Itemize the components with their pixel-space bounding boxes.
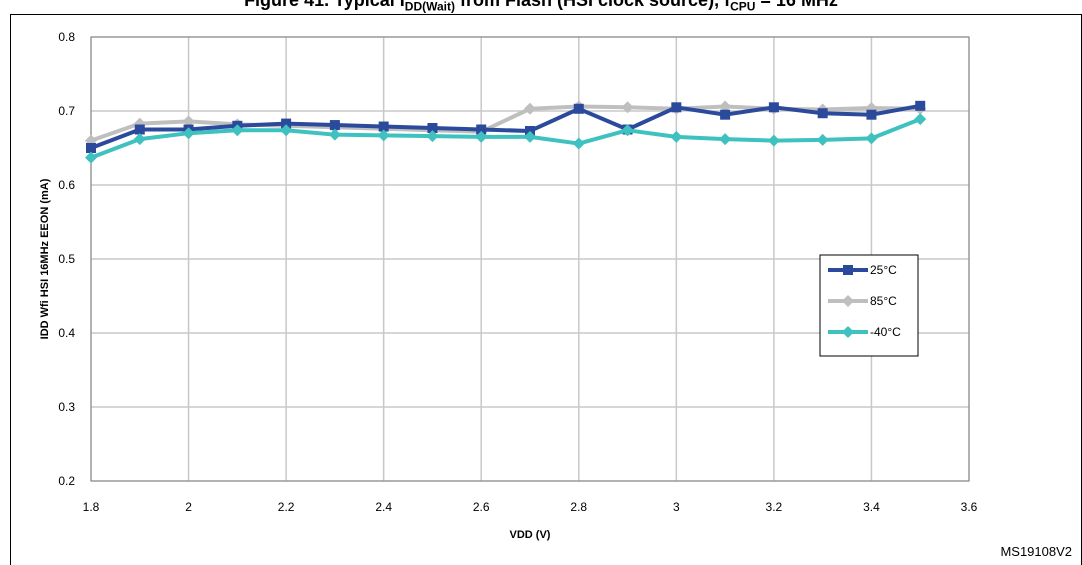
data-point	[816, 133, 829, 146]
data-point	[133, 133, 146, 146]
legend-swatch-marker	[842, 295, 854, 307]
data-point	[719, 133, 732, 146]
x-tick-label: 1.8	[83, 500, 100, 514]
y-tick-label: 0.7	[58, 104, 75, 118]
y-tick-label: 0.3	[58, 400, 75, 414]
data-point	[182, 127, 195, 140]
title-sub-idd: DD(Wait)	[404, 0, 455, 14]
y-tick-label: 0.5	[58, 252, 75, 266]
legend-label: 25°C	[870, 263, 897, 277]
data-point	[817, 108, 828, 119]
series-group	[85, 100, 927, 164]
y-tick-labels: 0.2 0.3 0.4 0.5 0.6 0.7 0.8	[58, 30, 75, 488]
legend-swatch-marker	[842, 326, 854, 338]
series-2	[85, 113, 927, 164]
data-point	[377, 129, 390, 142]
title-sub-cpu: CPU	[730, 0, 756, 14]
x-tick-label: 3	[673, 500, 680, 514]
data-point	[427, 123, 438, 134]
data-point	[914, 113, 927, 126]
x-tick-label: 2.4	[375, 500, 392, 514]
data-point	[572, 137, 585, 150]
data-point	[670, 130, 683, 143]
data-point	[767, 134, 780, 147]
data-point	[768, 102, 779, 113]
data-point	[524, 102, 536, 115]
data-point	[524, 130, 536, 143]
y-tick-label: 0.6	[58, 178, 75, 192]
data-point	[426, 130, 439, 143]
data-point	[671, 102, 682, 113]
data-point	[134, 124, 145, 135]
data-point	[573, 103, 584, 114]
data-point	[621, 101, 634, 114]
data-point	[328, 128, 341, 141]
data-point	[182, 115, 195, 128]
x-tick-label: 2.8	[570, 500, 587, 514]
x-tick-label: 3.6	[961, 500, 978, 514]
data-point	[86, 143, 96, 153]
x-tick-label: 2	[185, 500, 192, 514]
data-point	[866, 109, 877, 120]
series-0	[86, 100, 926, 153]
y-tick-label: 0.2	[58, 474, 75, 488]
plot-border	[90, 36, 970, 482]
series-line	[90, 103, 921, 150]
x-axis-label: VDD (V)	[510, 529, 551, 541]
data-point	[915, 100, 926, 111]
legend-entry: 85°C	[828, 294, 897, 308]
data-point	[378, 121, 389, 132]
x-tick-labels: 1.8 2 2.2 2.4 2.6 2.8 3 3.2 3.4 3.6	[83, 500, 978, 514]
title-prefix: Figure 41. Typical I	[244, 0, 405, 10]
x-tick-label: 3.2	[766, 500, 783, 514]
legend: 25°C 85°C -40°C	[819, 254, 919, 357]
data-point	[475, 130, 488, 143]
figure-title: Figure 41. Typical IDD(Wait) from Flash …	[0, 0, 1082, 16]
data-point	[865, 132, 878, 145]
data-point	[280, 124, 293, 137]
x-tick-label: 2.6	[473, 500, 490, 514]
legend-label: 85°C	[870, 294, 897, 308]
data-point	[281, 118, 292, 129]
series-line	[90, 117, 921, 160]
legend-entry: -40°C	[828, 325, 901, 339]
data-point	[621, 124, 634, 137]
legend-label: -40°C	[870, 325, 901, 339]
data-point	[231, 124, 244, 137]
data-point	[719, 100, 732, 113]
y-tick-label: 0.8	[58, 30, 75, 44]
figure-reference: MS19108V2	[1000, 544, 1072, 559]
x-tick-label: 3.4	[863, 500, 880, 514]
data-point	[85, 151, 97, 164]
legend-swatch-marker	[843, 265, 853, 275]
x-tick-label: 2.2	[278, 500, 295, 514]
title-middle: from Flash (HSI clock source), f	[455, 0, 731, 10]
legend-entry: 25°C	[828, 263, 897, 277]
data-point	[720, 109, 731, 120]
y-axis-label: IDD Wfi HSI 16MHz EEON (mA)	[39, 178, 51, 339]
data-point	[476, 124, 487, 135]
y-tick-label: 0.4	[58, 326, 75, 340]
data-point	[329, 120, 340, 131]
title-suffix: = 16 MHz	[755, 0, 838, 10]
